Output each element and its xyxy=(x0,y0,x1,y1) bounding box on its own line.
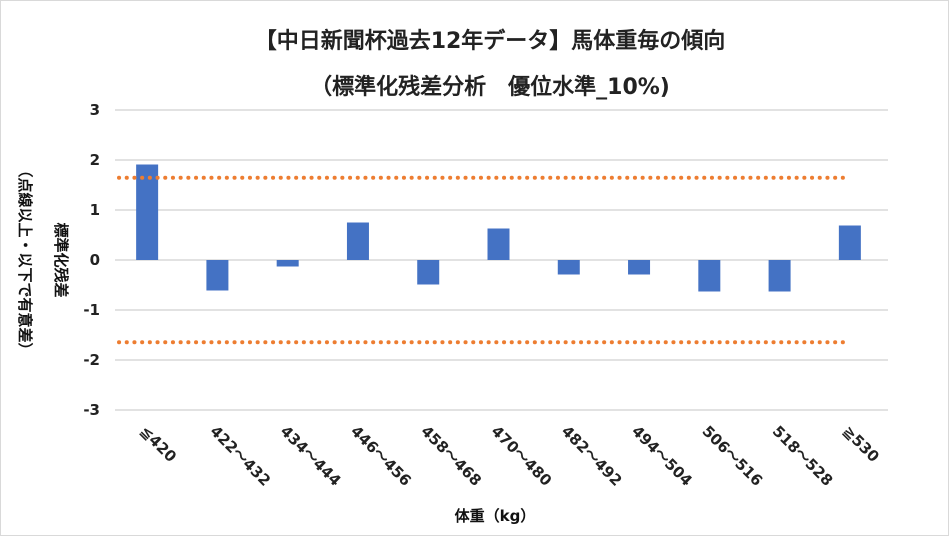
bar xyxy=(698,260,721,292)
chart-title: 【中日新聞杯過去12年データ】馬体重毎の傾向 xyxy=(255,28,726,54)
bar xyxy=(557,260,580,275)
threshold-lines xyxy=(117,175,845,345)
chart-subtitle: （標準化残差分析 優位水準_10%) xyxy=(310,74,670,100)
bars xyxy=(136,164,861,292)
y-tick-label: -1 xyxy=(83,301,100,319)
y-tick-label: -3 xyxy=(83,401,100,419)
bar xyxy=(276,260,299,267)
bar xyxy=(417,260,440,285)
bar xyxy=(838,225,861,260)
y-tick-label: 3 xyxy=(90,101,100,119)
bar xyxy=(628,260,651,275)
bar xyxy=(206,260,229,291)
bar xyxy=(346,222,369,260)
y-tick-labels: 3 2 1 0 -1 -2 -3 xyxy=(83,101,100,419)
y-tick-label: 1 xyxy=(90,201,100,219)
bar xyxy=(136,164,159,260)
bar xyxy=(768,260,791,292)
x-axis-label: 体重（kg） xyxy=(455,507,536,525)
y-tick-label: 0 xyxy=(90,251,100,269)
y-tick-label: 2 xyxy=(90,151,100,169)
bar xyxy=(487,228,510,260)
y-tick-label: -2 xyxy=(83,351,100,369)
gridlines xyxy=(115,109,888,411)
y-axis-note: （点線以上・以下で有意差） xyxy=(16,162,34,357)
y-axis-label: 標準化残差 xyxy=(52,222,70,297)
